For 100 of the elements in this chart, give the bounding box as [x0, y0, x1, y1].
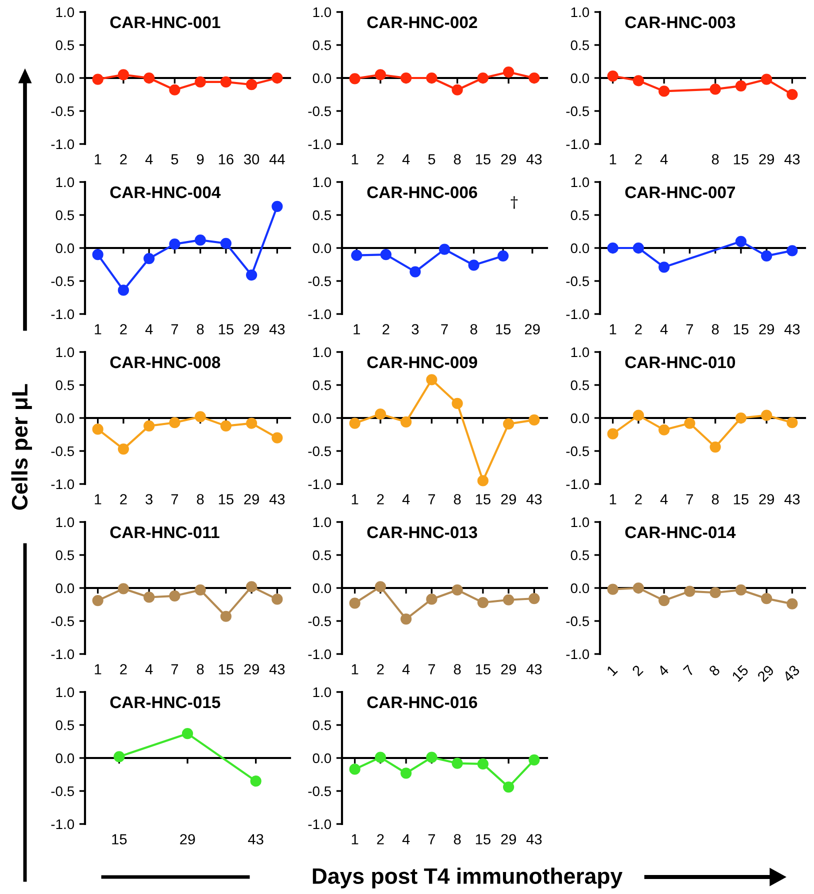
- y-tick-label: 0.5: [56, 40, 74, 50]
- y-tick-label: -0.5: [308, 616, 332, 626]
- chart-title: CAR-HNC-006: [367, 186, 478, 198]
- y-tick-label: 1.0: [571, 177, 590, 188]
- x-tick-label: 4: [660, 494, 668, 504]
- y-tick-label: 1.0: [313, 517, 332, 528]
- point: [761, 74, 772, 85]
- x-tick-label: 29: [501, 834, 516, 844]
- x-tick-label: 15: [734, 324, 748, 334]
- x-tick-label: 4: [145, 324, 153, 334]
- x-tick-label: 7: [171, 664, 178, 674]
- point: [786, 88, 798, 100]
- x-tick-label: 43: [784, 154, 800, 164]
- x-tick-label: 7: [428, 664, 436, 674]
- chart-title: CAR-HNC-010: [625, 356, 736, 368]
- point: [374, 408, 386, 420]
- point: [684, 418, 696, 429]
- point: [246, 79, 258, 90]
- x-tick-label: 43: [784, 494, 800, 504]
- x-tick-label: 15: [112, 834, 127, 844]
- point: [220, 76, 232, 88]
- x-tick-label: 1: [94, 324, 102, 334]
- point: [144, 420, 155, 432]
- point: [528, 593, 540, 604]
- point: [735, 236, 746, 247]
- point: [607, 70, 618, 82]
- point: [632, 75, 644, 86]
- point: [607, 584, 618, 595]
- point: [735, 412, 746, 424]
- point: [144, 253, 155, 264]
- x-tick-label: 8: [196, 664, 204, 674]
- point: [786, 245, 798, 256]
- y-tick-label: 0.5: [312, 720, 332, 730]
- point: [194, 76, 206, 88]
- point: [468, 260, 480, 271]
- point: [144, 72, 155, 84]
- y-tick-label: 1.0: [56, 517, 74, 528]
- x-tick-label: 1: [94, 664, 102, 674]
- point: [632, 410, 644, 421]
- x-tick-label: 2: [635, 494, 642, 504]
- x-tick-label: 29: [244, 324, 259, 334]
- y-tick-label: -1.0: [51, 479, 74, 490]
- x-tick-label: 29: [759, 324, 774, 334]
- x-tick-label: 8: [470, 324, 478, 334]
- x-tick-label: 15: [218, 494, 234, 504]
- x-tick-label: 8: [708, 664, 720, 677]
- y-tick-label: 1.0: [313, 687, 332, 698]
- point: [503, 781, 514, 793]
- y-tick-label: 1.0: [313, 7, 332, 18]
- y-tick-label: 1.0: [313, 347, 332, 358]
- chart-title: CAR-HNC-001: [110, 16, 220, 28]
- y-tick-label: -0.5: [308, 786, 332, 796]
- point: [400, 416, 412, 428]
- y-tick-label: -1.0: [308, 139, 332, 150]
- x-tick-label: 4: [657, 664, 670, 677]
- x-tick-label: 15: [734, 154, 748, 164]
- point: [452, 758, 463, 769]
- x-tick-label: 1: [94, 494, 102, 504]
- x-tick-label: 2: [120, 664, 127, 674]
- point: [710, 84, 721, 95]
- point: [528, 414, 540, 426]
- point: [426, 72, 438, 84]
- x-tick-label: 16: [218, 154, 234, 164]
- point: [710, 441, 721, 453]
- x-tick-label: 15: [496, 324, 511, 334]
- y-tick-label: 0.5: [312, 550, 332, 560]
- point: [452, 398, 463, 410]
- point: [92, 424, 104, 435]
- x-tick-label: 2: [120, 324, 127, 334]
- point: [786, 417, 798, 428]
- point: [477, 475, 488, 486]
- y-tick-label: -1.0: [308, 819, 332, 830]
- x-tick-label: 44: [269, 154, 285, 164]
- y-tick-label: -1.0: [51, 819, 74, 830]
- x-tick-label: 15: [476, 664, 490, 674]
- point: [477, 72, 488, 84]
- y-tick-label: 0.0: [570, 583, 590, 594]
- point: [477, 758, 488, 770]
- point: [735, 584, 746, 596]
- point: [786, 598, 798, 610]
- y-tick-label: 0.0: [570, 413, 590, 424]
- point: [144, 592, 155, 603]
- point: [380, 249, 392, 260]
- point: [349, 598, 360, 609]
- chart-title: CAR-HNC-015: [110, 696, 220, 708]
- point: [374, 752, 386, 763]
- y-tick-label: 0.5: [312, 380, 332, 390]
- y-tick-label: -0.5: [566, 616, 590, 626]
- y-tick-label: 0.0: [570, 243, 590, 254]
- x-tick-label: 7: [441, 324, 448, 334]
- x-tick-label: 1: [352, 494, 358, 504]
- x-tick-label: 4: [145, 664, 153, 674]
- x-tick-label: 43: [526, 494, 542, 504]
- point: [503, 66, 514, 78]
- point: [658, 594, 670, 606]
- point: [658, 86, 670, 97]
- x-tick-label: 8: [454, 664, 461, 674]
- point: [452, 584, 463, 596]
- point: [503, 594, 514, 606]
- y-tick-label: -0.5: [566, 446, 590, 456]
